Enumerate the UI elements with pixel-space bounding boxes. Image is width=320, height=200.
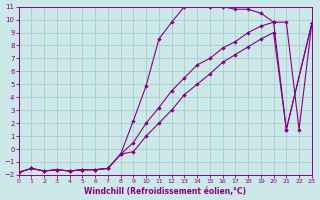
X-axis label: Windchill (Refroidissement éolien,°C): Windchill (Refroidissement éolien,°C): [84, 187, 246, 196]
